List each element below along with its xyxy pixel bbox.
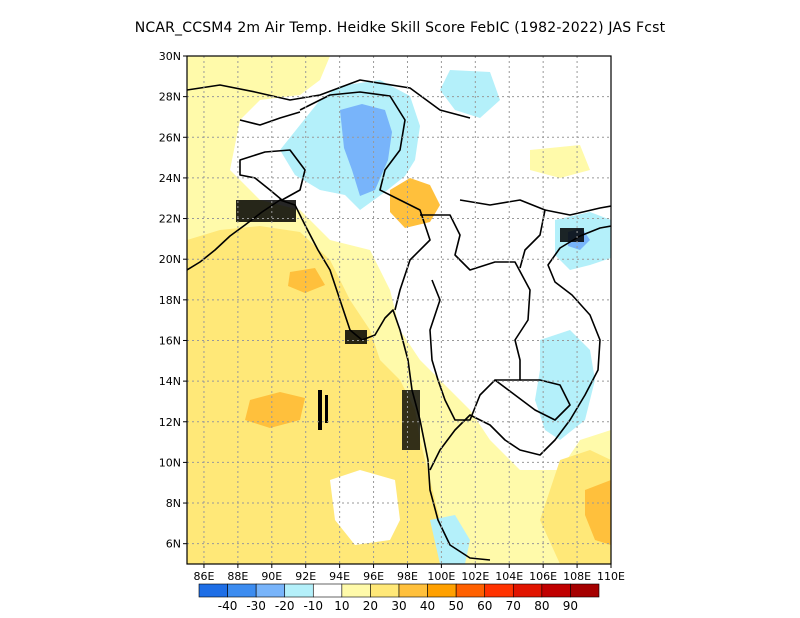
colorbar-label: 60 [477, 599, 492, 613]
border-vietnam [544, 205, 611, 216]
lat-label: 22N [159, 213, 181, 226]
colorbar-swatch [227, 583, 257, 598]
lat-label: 30N [159, 50, 181, 63]
border-myanmar [299, 91, 431, 311]
longitude-labels: 86E 88E 90E 92E 94E 96E 98E 100E 102E 104E 106E 108… [193, 564, 625, 583]
border-china-north [187, 79, 471, 119]
colorbar-label: 10 [334, 599, 349, 613]
colorbar-label: -10 [303, 599, 323, 613]
colorbar-swatch [370, 583, 400, 598]
colorbar-swatch [198, 583, 228, 598]
colorbar-label: -40 [218, 599, 238, 613]
lat-label: 24N [159, 172, 181, 185]
lon-label: 98E [397, 570, 418, 583]
lat-lon-grid [187, 56, 611, 564]
colorbar-label: 30 [391, 599, 406, 613]
lon-label: 100E [427, 570, 455, 583]
lon-label: 108E [563, 570, 591, 583]
lat-label: 10N [159, 456, 181, 469]
colorbar-swatch [341, 583, 371, 598]
colorbar-swatch [455, 583, 486, 598]
colorbar-label: 50 [449, 599, 464, 613]
colorbar-swatch [541, 583, 571, 598]
border-thailand [420, 214, 531, 421]
lat-label: 12N [159, 416, 181, 429]
colorbar-label: 80 [534, 599, 549, 613]
lon-label: 102E [461, 570, 489, 583]
lat-label: 16N [159, 334, 181, 347]
lon-label: 88E [227, 570, 248, 583]
colorbar-label: -30 [246, 599, 266, 613]
colorbar-label: 20 [363, 599, 378, 613]
lon-label: 90E [261, 570, 282, 583]
lat-label: 8N [166, 497, 181, 510]
colorbar-swatch [312, 583, 343, 598]
border-india-ne [239, 111, 301, 126]
colorbar-label: 90 [563, 599, 578, 613]
colorbar-swatch [284, 583, 314, 598]
island-marks [236, 200, 584, 450]
lat-label: 28N [159, 91, 181, 104]
lon-label: 86E [193, 570, 214, 583]
lat-label: 6N [166, 538, 181, 551]
lon-label: 104E [495, 570, 523, 583]
colorbar-swatch [398, 583, 428, 598]
lon-label: 94E [329, 570, 350, 583]
lat-label: 26N [159, 131, 181, 144]
colorbar-swatch [512, 583, 543, 598]
lat-label: 20N [159, 253, 181, 266]
colorbar-label: 70 [506, 599, 521, 613]
lon-label: 92E [295, 570, 316, 583]
latitude-labels: 30N 28N 26N 24N 22N 20N 18N 16N 14N 12N 10N 8N 6N [159, 50, 187, 551]
colorbar-label: -20 [275, 599, 295, 613]
colorbar-swatch [484, 583, 514, 598]
colorbar-swatch [255, 583, 286, 598]
colorbar-swatch [427, 583, 457, 598]
border-bangladesh [239, 149, 306, 201]
lat-label: 18N [159, 294, 181, 307]
colorbar-label: 40 [420, 599, 435, 613]
coastline-gulf [429, 225, 611, 471]
lat-label: 14N [159, 375, 181, 388]
skill-score-shading [187, 56, 611, 564]
colorbar: -40 -30 -20 -10 10 20 30 40 50 60 70 80 90 [198, 583, 600, 613]
lon-label: 110E [597, 570, 625, 583]
colorbar-swatch [570, 583, 600, 598]
map-title: NCAR_CCSM4 2m Air Temp. Heidke Skill Sco… [134, 20, 666, 36]
lon-label: 106E [529, 570, 557, 583]
lon-label: 96E [363, 570, 384, 583]
map-frame [186, 55, 612, 565]
